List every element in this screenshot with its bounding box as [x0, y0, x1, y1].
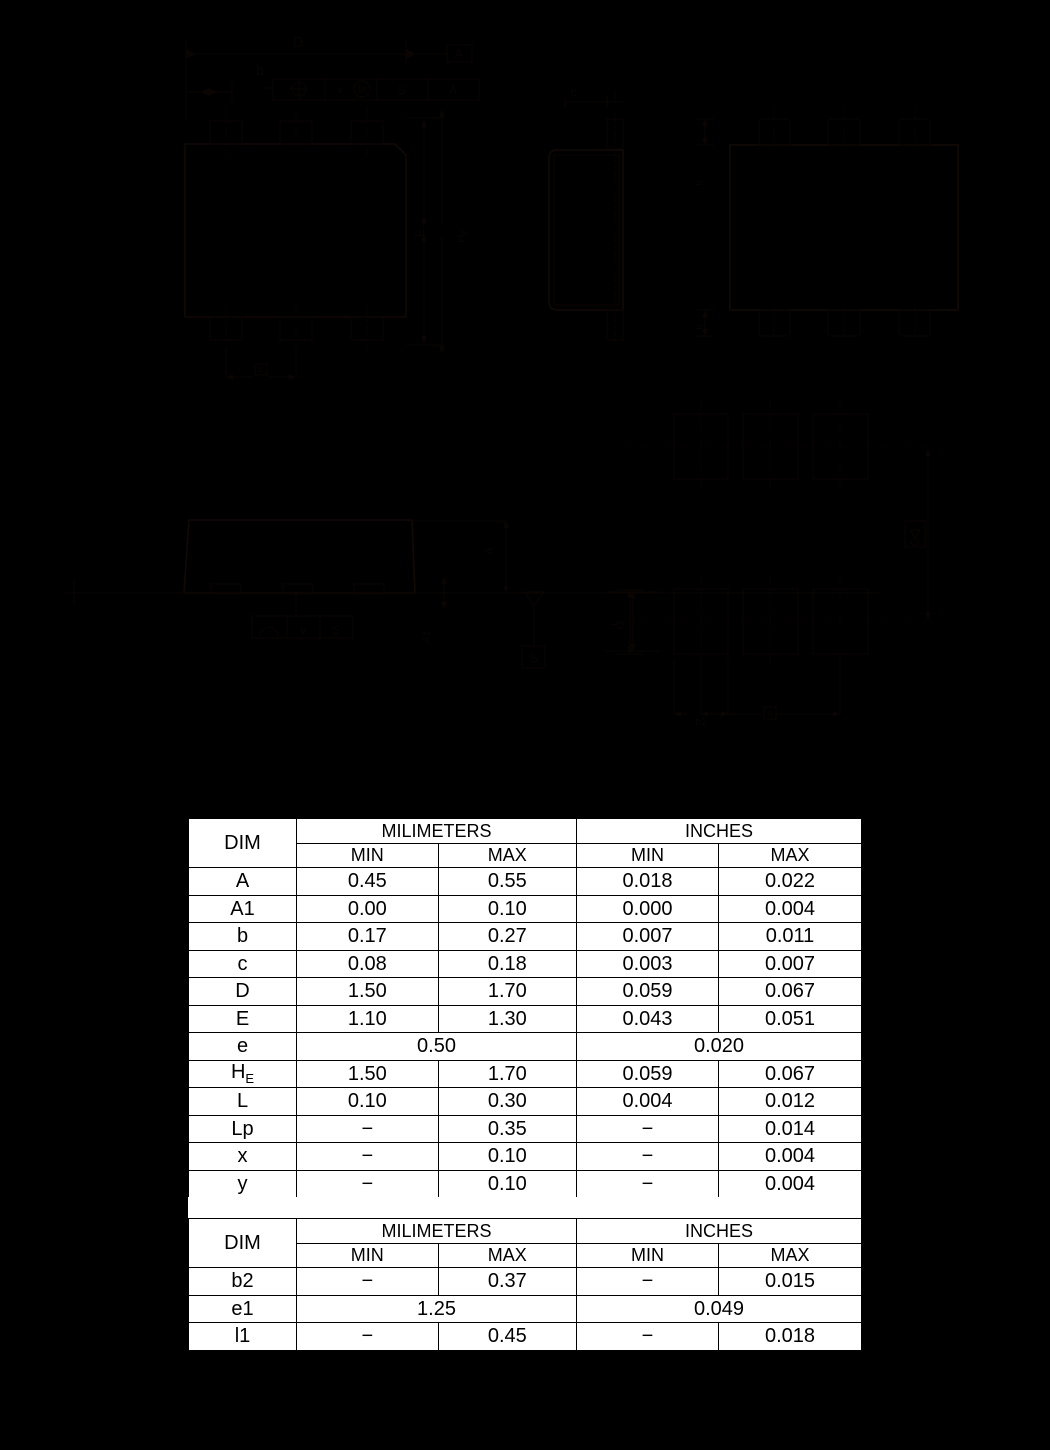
- svg-text:A: A: [482, 547, 496, 555]
- svg-text:v: v: [300, 623, 306, 637]
- svg-text:A1: A1: [421, 630, 433, 643]
- svg-text:A: A: [455, 46, 464, 61]
- svg-text:S: S: [530, 651, 538, 665]
- svg-text:c: c: [571, 84, 578, 99]
- svg-text:b2: b2: [695, 717, 707, 728]
- svg-text:e: e: [767, 708, 772, 718]
- svg-text:HE: HE: [456, 229, 469, 242]
- svg-text:S: S: [398, 83, 406, 97]
- svg-text:x: x: [337, 85, 343, 97]
- svg-text:b: b: [694, 324, 705, 330]
- svg-text:A: A: [449, 83, 457, 97]
- svg-text:e: e: [258, 364, 264, 375]
- svg-text:M: M: [358, 85, 366, 96]
- svg-text:b: b: [694, 180, 705, 186]
- svg-text:S: S: [332, 623, 340, 637]
- svg-text:l1: l1: [615, 621, 626, 629]
- svg-text:D: D: [293, 34, 304, 51]
- svg-text:b: b: [256, 62, 264, 78]
- svg-text:E: E: [413, 229, 427, 237]
